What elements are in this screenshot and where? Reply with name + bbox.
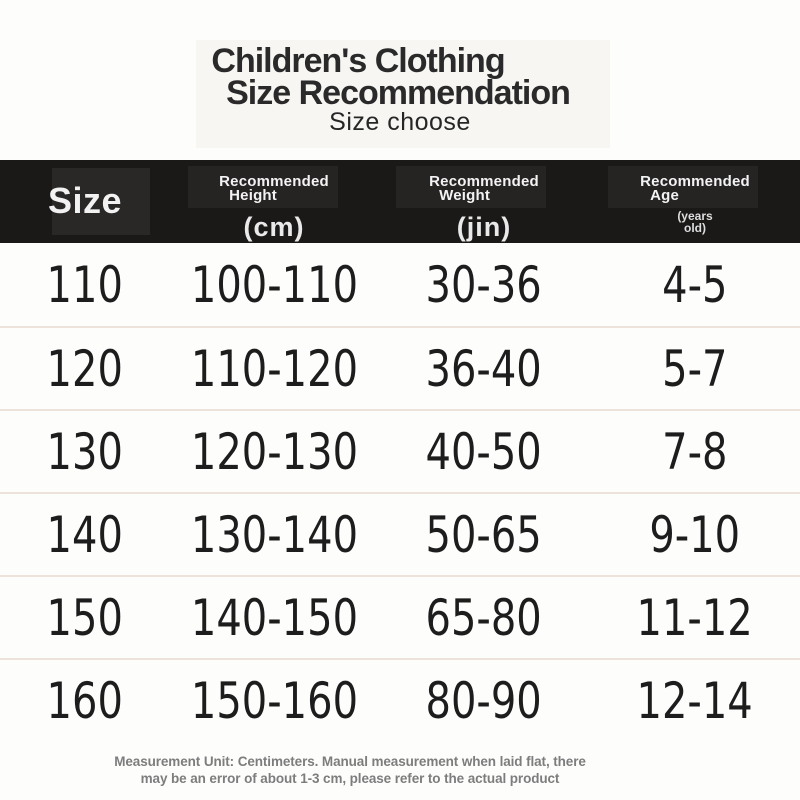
cell-size: 140 [0, 510, 170, 560]
cell-age: 12-14 [590, 676, 800, 726]
header-cell-weight: Recommended Weight (jin) [378, 160, 590, 243]
page-title-line1: Children's Clothing [211, 42, 505, 80]
header-age-highlight [608, 166, 758, 208]
size-value: 120 [46, 339, 124, 398]
header-cell-height: Recommended Height (cm) [170, 160, 378, 243]
height-value: 150-160 [190, 671, 359, 730]
table-row: 140 130-140 50-65 9-10 [0, 492, 800, 575]
height-value: 140-150 [190, 588, 359, 647]
cell-size: 130 [0, 427, 170, 477]
page-subtitle: Size choose [329, 108, 471, 136]
table-row: 150 140-150 65-80 11-12 [0, 575, 800, 658]
weight-value: 80-90 [425, 671, 543, 730]
header-size-highlight [52, 168, 150, 235]
header-age-unit: (years old) [677, 210, 712, 234]
table-row: 160 150-160 80-90 12-14 [0, 658, 800, 741]
cell-weight: 80-90 [378, 676, 590, 726]
header-age-line1: Recommended [640, 173, 750, 190]
cell-weight: 50-65 [378, 510, 590, 560]
header-cell-size: Size [0, 160, 170, 243]
header-height-title: Recommended Height [219, 173, 329, 204]
table-row: 130 120-130 40-50 7-8 [0, 409, 800, 492]
cell-weight: 30-36 [378, 260, 590, 310]
cell-height: 130-140 [170, 510, 378, 560]
header-age-unit-line2: old) [684, 221, 706, 235]
weight-value: 36-40 [425, 339, 543, 398]
cell-size: 150 [0, 593, 170, 643]
age-value: 5-7 [662, 339, 728, 398]
header-height-highlight [188, 166, 338, 208]
size-value: 150 [46, 588, 124, 647]
age-value: 9-10 [649, 505, 741, 564]
weight-value: 65-80 [425, 588, 543, 647]
size-value: 130 [46, 422, 124, 481]
size-value: 160 [46, 671, 124, 730]
cell-height: 140-150 [170, 593, 378, 643]
height-value: 130-140 [190, 505, 359, 564]
cell-age: 11-12 [590, 593, 800, 643]
cell-age: 9-10 [590, 510, 800, 560]
cell-age: 5-7 [590, 344, 800, 394]
cell-size: 160 [0, 676, 170, 726]
header-height-line1: Recommended [219, 173, 329, 190]
measurement-note-line1: Measurement Unit: Centimeters. Manual me… [114, 754, 586, 769]
age-value: 11-12 [636, 588, 754, 647]
weight-value: 50-65 [425, 505, 543, 564]
header-weight-line2: Weight [439, 187, 491, 204]
measurement-note-line2: may be an error of about 1-3 cm, please … [140, 771, 560, 786]
weight-value: 40-50 [425, 422, 543, 481]
table-row: 110 100-110 30-36 4-5 [0, 243, 800, 326]
header-weight-title: Recommended Weight [429, 173, 539, 204]
age-value: 4-5 [662, 255, 728, 314]
weight-value: 30-36 [425, 255, 543, 314]
title-background-panel [196, 40, 610, 148]
header-weight-line1: Recommended [429, 173, 539, 190]
header-weight-highlight [396, 166, 546, 208]
cell-age: 4-5 [590, 260, 800, 310]
cell-height: 100-110 [170, 260, 378, 310]
size-value: 140 [46, 505, 124, 564]
header-height-unit: (cm) [243, 212, 305, 242]
cell-weight: 40-50 [378, 427, 590, 477]
cell-size: 120 [0, 344, 170, 394]
cell-weight: 65-80 [378, 593, 590, 643]
height-value: 120-130 [190, 422, 359, 481]
header-age-title: Recommended Age [640, 173, 750, 204]
header-height-line2: Height [229, 187, 277, 204]
header-cell-age: Recommended Age (years old) [590, 160, 800, 243]
page-title-line2: Size Recommendation [226, 74, 571, 112]
table-row: 120 110-120 36-40 5-7 [0, 326, 800, 409]
header-age-line2: Age [650, 187, 680, 204]
size-value: 110 [46, 255, 124, 314]
age-value: 12-14 [636, 671, 754, 730]
cell-height: 110-120 [170, 344, 378, 394]
measurement-note: Measurement Unit: Centimeters. Manual me… [10, 753, 690, 787]
header-weight-unit: (jin) [456, 212, 512, 242]
height-value: 100-110 [190, 255, 359, 314]
size-table-body: 110 100-110 30-36 4-5 120 110-120 36-40 … [0, 243, 800, 741]
size-table-header: Size Recommended Height (cm) Recommended… [0, 160, 800, 243]
header-size-label: Size [47, 180, 123, 221]
cell-age: 7-8 [590, 427, 800, 477]
cell-size: 110 [0, 260, 170, 310]
age-value: 7-8 [662, 422, 728, 481]
cell-weight: 36-40 [378, 344, 590, 394]
cell-height: 150-160 [170, 676, 378, 726]
cell-height: 120-130 [170, 427, 378, 477]
header-age-unit-line1: (years [677, 209, 713, 223]
height-value: 110-120 [190, 339, 359, 398]
